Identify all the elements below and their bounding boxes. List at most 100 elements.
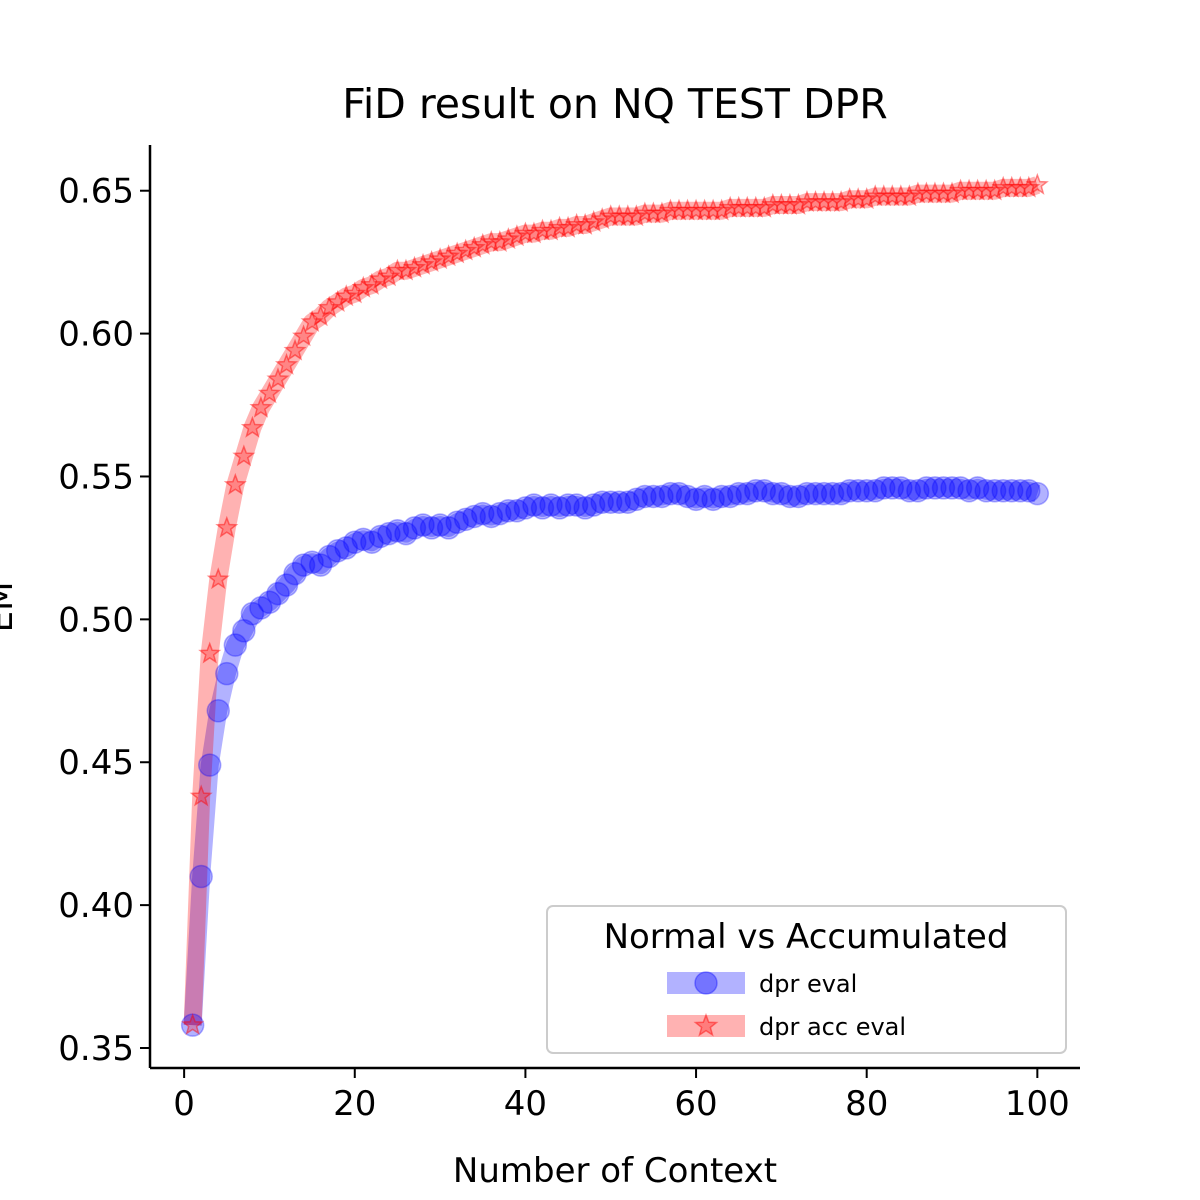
data-point-dpr-acc-eval [616, 204, 640, 227]
data-point-dpr-acc-eval [727, 195, 751, 218]
data-point-dpr-acc-eval [931, 181, 956, 204]
x-tick-label: 100 [1005, 1084, 1070, 1124]
data-point-dpr-eval [709, 484, 734, 509]
data-point-dpr-acc-eval [675, 198, 700, 221]
data-point-dpr-acc-eval [769, 192, 793, 215]
data-point-dpr-eval [786, 484, 811, 509]
x-tick-label: 40 [504, 1084, 547, 1124]
data-point-dpr-eval [957, 479, 981, 503]
data-point-dpr-acc-eval [300, 310, 324, 332]
data-point-dpr-eval [658, 481, 683, 506]
data-point-dpr-eval [300, 550, 324, 574]
data-point-dpr-eval [257, 590, 282, 614]
data-point-dpr-eval [1008, 479, 1033, 503]
legend: Normal vs Accumulated dpr eval dpr acc e… [546, 905, 1067, 1054]
data-point-dpr-eval [803, 481, 828, 506]
data-point-dpr-eval [505, 499, 529, 523]
data-point-dpr-acc-eval [309, 304, 333, 327]
data-point-dpr-eval [479, 504, 504, 529]
data-point-dpr-acc-eval [283, 338, 307, 361]
data-point-dpr-eval [317, 544, 341, 569]
data-point-dpr-eval [650, 484, 674, 509]
data-point-dpr-acc-eval [420, 250, 444, 272]
data-point-dpr-eval [701, 487, 725, 512]
data-point-dpr-acc-eval [496, 227, 520, 250]
legend-label-dpr-eval: dpr eval [759, 970, 857, 998]
data-point-dpr-acc-eval [761, 192, 785, 215]
data-point-dpr-eval [641, 484, 666, 509]
data-point-dpr-acc-eval [803, 190, 828, 212]
data-point-dpr-acc-eval [189, 784, 213, 807]
y-tick-label: 0.40 [58, 886, 134, 926]
x-axis-label: Number of Context [453, 1151, 777, 1191]
data-point-dpr-acc-eval [795, 190, 819, 212]
data-point-dpr-eval [419, 516, 444, 540]
data-point-dpr-eval [616, 490, 640, 514]
data-point-dpr-acc-eval [838, 187, 862, 210]
data-point-dpr-acc-eval [292, 324, 316, 347]
data-point-dpr-acc-eval [505, 224, 529, 247]
data-point-dpr-eval [684, 487, 708, 512]
series-line-dpr-eval [183, 478, 1041, 1026]
data-point-dpr-acc-eval [368, 267, 392, 290]
data-point-dpr-eval [948, 476, 973, 500]
data-point-dpr-acc-eval [829, 190, 853, 212]
legend-marker-dpr-acc-eval [693, 1012, 719, 1037]
data-point-dpr-eval [769, 481, 794, 506]
data-point-dpr-eval [283, 561, 307, 586]
data-point-dpr-eval [436, 516, 461, 540]
data-point-dpr-acc-eval [880, 184, 904, 207]
data-point-dpr-acc-eval [215, 515, 239, 538]
data-point-dpr-eval [914, 476, 939, 500]
data-point-dpr-eval [274, 573, 299, 597]
data-point-dpr-acc-eval [658, 198, 683, 221]
data-point-dpr-acc-eval [599, 204, 623, 227]
data-point-dpr-acc-eval [573, 212, 597, 235]
x-tick-label: 0 [173, 1084, 195, 1124]
legend-swatch-dpr-eval [667, 972, 745, 994]
data-point-dpr-eval [402, 516, 427, 540]
legend-swatch-dpr-acc-eval [667, 1015, 745, 1037]
y-axis-label: EM [0, 582, 21, 633]
data-point-dpr-eval [453, 507, 478, 532]
data-point-dpr-acc-eval [667, 198, 691, 221]
data-point-dpr-acc-eval [718, 195, 742, 218]
data-point-dpr-acc-eval [991, 175, 1015, 198]
data-point-dpr-acc-eval [778, 192, 802, 215]
data-point-dpr-eval [607, 490, 632, 514]
data-point-dpr-eval [385, 519, 410, 543]
data-point-dpr-eval [923, 476, 947, 500]
data-point-dpr-eval [982, 479, 1007, 503]
data-point-dpr-eval [428, 513, 452, 537]
data-point-dpr-acc-eval [957, 178, 981, 201]
data-point-dpr-acc-eval [693, 198, 717, 221]
data-point-dpr-acc-eval [710, 198, 734, 221]
data-point-dpr-acc-eval [240, 415, 264, 438]
data-point-dpr-acc-eval [326, 290, 350, 312]
data-point-dpr-eval [778, 484, 802, 509]
data-point-dpr-eval [863, 479, 887, 503]
data-point-dpr-eval [590, 490, 614, 514]
data-point-dpr-acc-eval [1000, 175, 1024, 198]
data-point-dpr-eval [206, 699, 231, 723]
data-point-dpr-eval [180, 1013, 205, 1037]
data-point-dpr-acc-eval [641, 201, 665, 224]
data-point-dpr-eval [744, 479, 768, 503]
data-point-dpr-eval [564, 493, 589, 517]
data-point-dpr-eval [197, 753, 222, 777]
data-point-dpr-eval [598, 490, 623, 514]
series-line-dpr-acc-eval [183, 176, 1041, 1026]
data-point-dpr-acc-eval [906, 181, 930, 204]
data-point-dpr-acc-eval [607, 204, 631, 227]
data-point-dpr-acc-eval [556, 215, 580, 238]
data-point-dpr-acc-eval [914, 181, 938, 204]
data-point-dpr-eval [488, 501, 512, 526]
data-point-dpr-acc-eval [479, 230, 503, 252]
data-point-dpr-eval [351, 527, 376, 552]
data-point-dpr-acc-eval [513, 221, 537, 244]
x-tick-label: 60 [674, 1084, 717, 1124]
data-point-dpr-eval [726, 481, 751, 506]
data-point-dpr-acc-eval [863, 184, 887, 207]
data-point-dpr-acc-eval [1017, 175, 1041, 198]
data-point-dpr-acc-eval [1008, 175, 1032, 198]
